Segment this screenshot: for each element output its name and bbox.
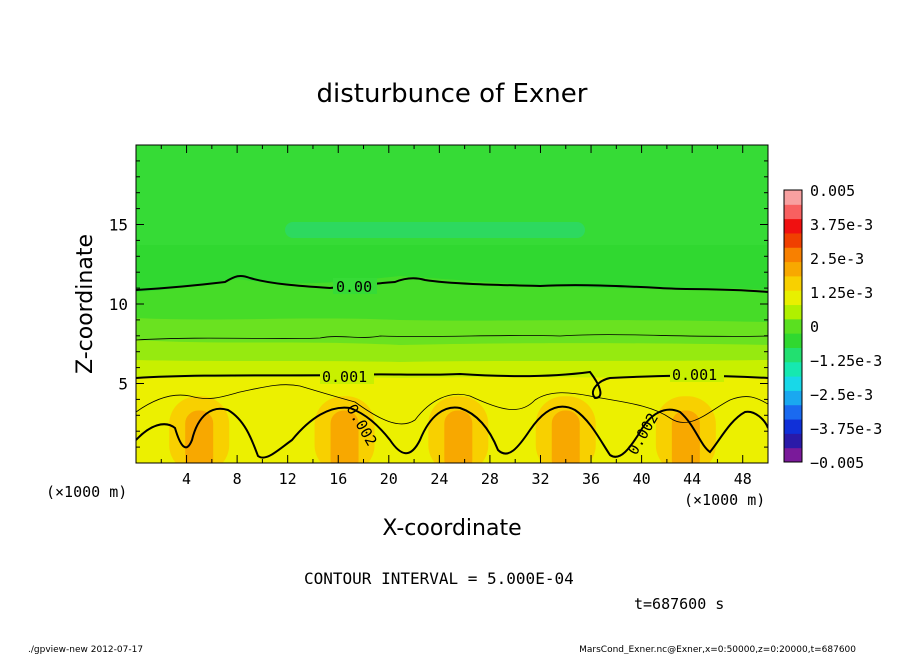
contour-label-0.001-b: 0.001	[672, 366, 717, 384]
colorbar-swatch	[784, 275, 802, 291]
contour-0.0005-upper	[136, 334, 768, 341]
time-label: t=687600 s	[634, 595, 724, 613]
x-tick-label: 28	[481, 470, 499, 488]
x-tick-label: 44	[683, 470, 701, 488]
colorbar-label: −0.005	[810, 454, 864, 472]
footer-left: ./gpview-new 2012-07-17	[28, 645, 143, 654]
footer-right: MarsCond_Exner.nc@Exner,x=0:50000,z=0:20…	[579, 645, 856, 654]
x-tick-label: 36	[582, 470, 600, 488]
contour-0.002	[136, 405, 768, 459]
colorbar-swatch	[784, 361, 802, 377]
colorbar-swatch	[784, 318, 802, 334]
x-axis-label: X-coordinate	[382, 516, 521, 541]
chart-title: disturbunce of Exner	[317, 79, 588, 109]
x-tick-label: 16	[329, 470, 347, 488]
x-tick-label: 12	[279, 470, 297, 488]
contour-0.0015	[136, 384, 768, 425]
y-tick-label: 15	[109, 216, 128, 235]
x-tick-label: 4	[182, 470, 191, 488]
colorbar-frame	[783, 189, 803, 463]
contour-label-bg	[320, 368, 374, 384]
colorbar-swatch	[784, 290, 802, 306]
colorbar-label: −1.25e-3	[810, 352, 882, 370]
x-tick-label: 40	[633, 470, 651, 488]
contour-label-bg	[670, 366, 724, 382]
colorbar-swatch	[784, 204, 802, 220]
warm-core-inner	[185, 410, 214, 463]
x-tick-label: 8	[233, 470, 242, 488]
x-axis: 4 8 12 16 20 24 28 32 36 40 44 48	[160, 145, 752, 488]
warm-core-inner	[330, 410, 359, 463]
contour-label-bg	[333, 278, 377, 294]
colorbar	[784, 190, 802, 463]
colorbar-swatch	[784, 347, 802, 363]
colorbar-swatch	[784, 390, 802, 406]
colorbar-swatch	[784, 404, 802, 420]
x-tick-label: 32	[531, 470, 549, 488]
colorbar-swatch	[784, 333, 802, 348]
colorbar-swatch	[784, 304, 802, 320]
contour-label-zero: 0.00	[336, 278, 372, 296]
colorbar-swatch	[784, 218, 802, 234]
colorbar-labels: 0.005 3.75e-3 2.5e-3 1.25e-3 0 −1.25e-3 −2.5e-…	[810, 182, 882, 472]
colorbar-label: −2.5e-3	[810, 386, 873, 404]
y-tick-label: 5	[118, 375, 128, 394]
y-axis: 5 10 15	[109, 160, 768, 448]
colorbar-swatch	[784, 433, 802, 449]
colorbar-label: 2.5e-3	[810, 250, 864, 268]
x-unit-left: (×1000 m)	[46, 483, 127, 501]
warm-cores	[169, 396, 716, 463]
colorbar-swatch	[784, 376, 802, 391]
warm-core-inner	[444, 410, 473, 463]
colorbar-swatch	[784, 247, 802, 263]
warm-core-inner	[671, 410, 700, 463]
y-tick-label: 10	[109, 295, 128, 314]
contour-zero	[136, 274, 768, 293]
colorbar-swatch	[784, 261, 802, 277]
x-unit-right: (×1000 m)	[684, 491, 765, 509]
contour-label-0.001-a: 0.001	[322, 368, 367, 386]
colorbar-swatch	[784, 232, 802, 248]
field-negative-patch	[285, 222, 585, 238]
colorbar-label: 0.005	[810, 182, 855, 200]
y-axis-label: Z-coordinate	[73, 234, 98, 374]
x-tick-label: 24	[430, 470, 448, 488]
colorbar-label: 1.25e-3	[810, 284, 873, 302]
plot-area	[136, 145, 768, 463]
colorbar-label: −3.75e-3	[810, 420, 882, 438]
x-tick-label: 48	[734, 470, 752, 488]
warm-core-inner	[551, 410, 580, 463]
contour-interval-label: CONTOUR INTERVAL = 5.000E-04	[304, 569, 574, 588]
colorbar-swatch	[784, 190, 802, 205]
x-tick-label: 20	[380, 470, 398, 488]
colorbar-swatch	[784, 447, 802, 463]
contour-0.001	[136, 370, 768, 400]
colorbar-swatch	[784, 419, 802, 434]
colorbar-label: 3.75e-3	[810, 216, 873, 234]
colorbar-label: 0	[810, 318, 819, 336]
